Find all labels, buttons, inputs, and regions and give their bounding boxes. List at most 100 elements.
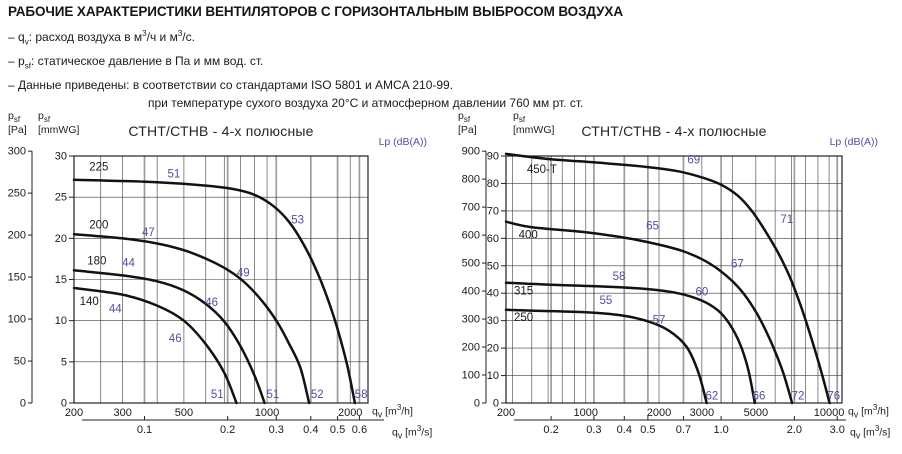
notes-list: – qv: расход воздуха в м3/ч и м3/с. – ps… — [8, 25, 898, 113]
curve-250 — [504, 308, 708, 405]
pa-tick-label: 100 — [8, 314, 26, 326]
pa-tick-label: 400 — [462, 286, 480, 298]
noise-level-label: 46 — [205, 297, 218, 309]
pa-tick-label: 500 — [462, 258, 480, 270]
y-axis-header-pa: psf [Pa] — [8, 110, 27, 137]
x-tick-m3h: 2000 — [338, 407, 362, 419]
noise-level-label: 67 — [731, 258, 744, 270]
x-tick-m3s: 0.5 — [640, 424, 655, 436]
x-unit-m3s: qv [m3/s] — [850, 424, 891, 441]
pa-tick-label: 150 — [8, 272, 26, 284]
curve-400 — [504, 220, 794, 405]
noise-level-label: 66 — [753, 391, 766, 403]
curve-140 — [72, 286, 238, 405]
noise-level-label: 55 — [600, 295, 613, 307]
chart-title: СТНТ/СТНВ - 4-х полюсные — [581, 123, 767, 139]
noise-level-label: 44 — [122, 257, 135, 269]
y-axis-header-mmwg: psf [mmWG] — [513, 110, 555, 137]
mmwg-tick-label: 70 — [487, 205, 499, 217]
y-axis-header-pa: psf [Pa] — [458, 110, 477, 137]
x-tick-m3s: 0.3 — [586, 424, 601, 436]
note-standards: – Данные приведены: в соответствии со ст… — [8, 77, 454, 92]
pa-tick-label: 0 — [20, 398, 26, 410]
noise-level-label: 57 — [653, 314, 666, 326]
x-tick-m3s: 0.6 — [352, 424, 367, 436]
mmwg-tick-label: 90 — [487, 151, 499, 163]
x-unit-m3h: qv [m3/h] — [848, 403, 889, 420]
x-tick-m3s: 0.2 — [543, 424, 558, 436]
noise-level-label: 65 — [646, 221, 659, 233]
mmwg-tick-label: 30 — [55, 151, 67, 163]
mmwg-tick-label: 10 — [487, 370, 499, 382]
chart-left: psf [Pa] psf [mmWG] СТНТ/СТНВ - 4-х полюсн… — [0, 110, 451, 454]
pa-tick-label: 200 — [462, 342, 480, 354]
x-tick-m3h: 10000 — [814, 407, 845, 419]
series-label-250: 250 — [514, 312, 533, 324]
x-tick-m3h: 300 — [113, 407, 131, 419]
pa-tick-label: 0 — [474, 398, 480, 410]
noise-level-label: 71 — [780, 214, 793, 226]
mmwg-tick-label: 80 — [487, 178, 499, 190]
x-unit-m3s: qv [m3/s] — [392, 424, 433, 441]
lp-dba-label: Lp (dB(A)) — [829, 136, 878, 148]
curve-200 — [72, 232, 311, 405]
x-tick-m3h: 5000 — [744, 407, 768, 419]
x-tick-m3s: 2.0 — [787, 424, 802, 436]
mmwg-tick-label: 20 — [55, 233, 67, 245]
x-tick-m3s: 0.3 — [269, 424, 284, 436]
noise-level-label: 51 — [211, 389, 224, 401]
noise-level-label: 52 — [311, 389, 324, 401]
x-tick-m3s: 3.0 — [830, 424, 845, 436]
pa-tick-label: 200 — [8, 230, 26, 242]
mmwg-tick-label: 25 — [55, 192, 67, 204]
x-tick-m3h: 1000 — [255, 407, 279, 419]
noise-level-label: 47 — [142, 227, 155, 239]
page-title: РАБОЧИЕ ХАРАКТЕРИСТИКИ ВЕНТИЛЯТОРОВ С ГО… — [8, 4, 623, 19]
noise-level-label: 69 — [687, 155, 700, 167]
pa-tick-label: 100 — [462, 370, 480, 382]
series-label-180: 180 — [87, 256, 106, 268]
x-tick-m3s: 0.4 — [303, 424, 318, 436]
x-tick-m3h: 200 — [497, 407, 515, 419]
y-axis-header-mmwg: psf [mmWG] — [38, 110, 80, 137]
pa-tick-label: 900 — [462, 146, 480, 158]
series-label-140: 140 — [80, 296, 99, 308]
plot-border — [505, 155, 843, 404]
noise-level-label: 60 — [695, 287, 708, 299]
noise-level-label: 51 — [168, 168, 181, 180]
curve-315 — [504, 281, 757, 405]
series-label-200: 200 — [89, 220, 108, 232]
x-tick-m3h: 500 — [175, 407, 193, 419]
pa-tick-label: 800 — [462, 174, 480, 186]
x-tick-m3s: 0.5 — [330, 424, 345, 436]
mmwg-tick-label: 60 — [487, 233, 499, 245]
x-tick-m3s: 0.2 — [220, 424, 235, 436]
lp-dba-label: Lp (dB(A)) — [378, 136, 427, 148]
pa-tick-label: 600 — [462, 230, 480, 242]
mmwg-tick-label: 40 — [487, 288, 499, 300]
fan-curves-plot-right: 9008007006005004003002001000908070605040… — [462, 146, 846, 436]
pa-tick-label: 50 — [14, 356, 26, 368]
page-header: РАБОЧИЕ ХАРАКТЕРИСТИКИ ВЕНТИЛЯТОРОВ С ГО… — [8, 4, 898, 113]
curve-225 — [72, 178, 357, 405]
chart-right: psf [Pa] psf [mmWG] СТНТ/СТНВ - 4-х полюсн… — [451, 110, 902, 454]
noise-level-label: 51 — [267, 389, 280, 401]
mmwg-tick-label: 15 — [55, 274, 67, 286]
x-tick-m3s: 0.1 — [137, 424, 152, 436]
x-tick-m3h: 1000 — [574, 407, 598, 419]
pa-tick-label: 300 — [462, 314, 480, 326]
pa-tick-label: 700 — [462, 202, 480, 214]
noise-level-label: 49 — [237, 267, 250, 279]
note-psf: – psf: статическое давление в Па и мм во… — [8, 53, 264, 71]
chart-title: СТНТ/СТНВ - 4-х полюсные — [128, 123, 314, 139]
note-conditions: при температуре сухого воздуха 20°С и ат… — [148, 96, 584, 111]
series-label-315: 315 — [514, 286, 533, 298]
mmwg-tick-label: 30 — [487, 315, 499, 327]
series-label-225: 225 — [89, 162, 108, 174]
mmwg-tick-label: 10 — [55, 315, 67, 327]
mmwg-tick-label: 0 — [61, 398, 67, 410]
x-tick-m3h: 3000 — [690, 407, 714, 419]
x-tick-m3s: 0.4 — [617, 424, 632, 436]
